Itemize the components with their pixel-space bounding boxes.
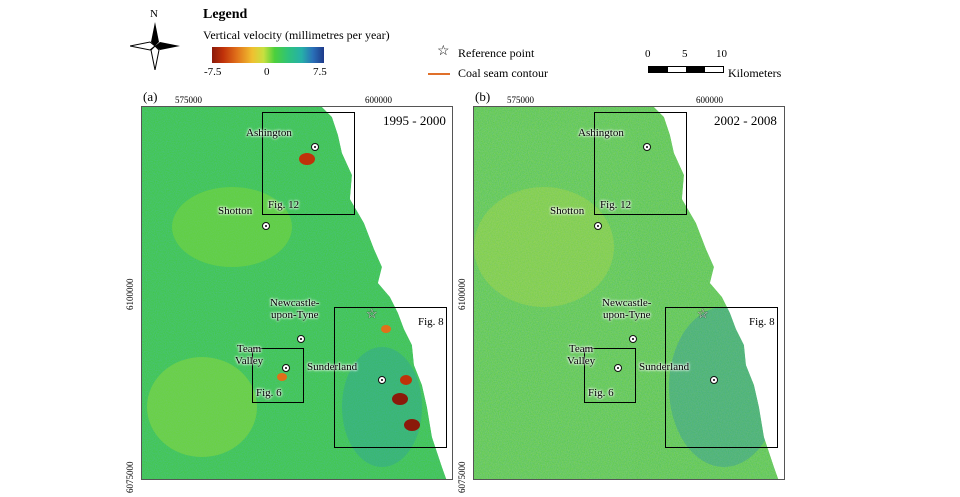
panel-b-fig12: Fig. 12 [600, 199, 632, 211]
panel-b-shotton-marker [594, 222, 602, 230]
panel-b-sunderland-marker [710, 376, 718, 384]
reference-point-label: Reference point [458, 46, 535, 60]
legend-tick-max: 7.5 [313, 66, 327, 78]
north-arrow: N [130, 8, 180, 70]
panel-b-easting-2: 600000 [696, 95, 723, 105]
legend-tick-zero: 0 [264, 66, 270, 78]
panel-a-team-valley-marker [282, 364, 290, 372]
panel-b-ashington-marker [643, 143, 651, 151]
panel-a-shotton-marker [262, 222, 270, 230]
panel-a-fig6: Fig. 6 [256, 387, 282, 399]
panel-b-reference-star-icon: ☆ [697, 306, 709, 321]
coal-seam-label: Coal seam contour [458, 66, 548, 80]
panel-b-sunderland: Sunderland [639, 361, 690, 373]
legend-subtitle: Vertical velocity (millimetres per year) [203, 28, 390, 42]
star-icon: ☆ [437, 44, 450, 59]
panel-b-period: 2002 - 2008 [712, 113, 779, 129]
panel-a-fig12-box [262, 112, 355, 215]
scale-tick-5: 5 [682, 48, 688, 60]
panel-b-team-valley-marker [614, 364, 622, 372]
panel-a-fig12: Fig. 12 [268, 199, 300, 211]
panel-a-easting-2: 600000 [365, 95, 392, 105]
panel-b-raster [474, 107, 784, 479]
panel-a-reference-star-icon: ☆ [366, 306, 378, 321]
panel-a-northing-2: 6075000 [125, 461, 135, 494]
panel-a-sunderland: Sunderland [307, 361, 358, 373]
panel-a-northing-1: 6100000 [125, 278, 135, 311]
panel-b-fig8-box [665, 307, 778, 448]
north-arrow-icon [130, 22, 180, 70]
panel-a-label: (a) [143, 89, 158, 104]
panel-a-ashington-marker [311, 143, 319, 151]
coal-seam-line-icon [428, 73, 450, 75]
panel-b-fig12-box [594, 112, 687, 215]
panel-a-period: 1995 - 2000 [381, 113, 448, 129]
panel-a-ashington: Ashington [246, 127, 292, 139]
scale-tick-0: 0 [645, 48, 651, 60]
panel-b-shotton: Shotton [550, 205, 585, 217]
panel-a-shotton: Shotton [218, 205, 253, 217]
panel-a-newcastle: Newcastle- upon-Tyne [270, 297, 320, 321]
scale-tick-10: 10 [716, 48, 727, 60]
panel-a-easting-1: 575000 [175, 95, 202, 105]
panel-b-ashington: Ashington [578, 127, 624, 139]
scale-bar [648, 66, 724, 73]
panel-b-team-valley: Team Valley [567, 343, 596, 367]
panel-b-label: (b) [475, 89, 491, 104]
panel-b-newcastle: Newcastle- upon-Tyne [602, 297, 652, 321]
scale-unit: Kilometers [728, 66, 782, 80]
panel-b-newcastle-marker [629, 335, 637, 343]
velocity-color-ramp [212, 47, 324, 63]
panel-a-fig6-box [252, 348, 304, 403]
panel-b-northing-2: 6075000 [457, 461, 467, 494]
panel-b-northing-1: 6100000 [457, 278, 467, 311]
legend-title: Legend [203, 7, 248, 22]
north-label: N [150, 8, 158, 20]
panel-a-newcastle-marker [297, 335, 305, 343]
panel-a-fig8: Fig. 8 [418, 316, 444, 328]
panel-b-map [473, 106, 785, 480]
panel-b-fig6-box [584, 348, 636, 403]
legend-tick-min: -7.5 [204, 66, 222, 78]
panel-a-sunderland-marker [378, 376, 386, 384]
panel-a-fig8-box [334, 307, 447, 448]
panel-b-fig6: Fig. 6 [588, 387, 614, 399]
panel-b-fig8: Fig. 8 [749, 316, 775, 328]
panel-a-team-valley: Team Valley [235, 343, 264, 367]
panel-b-easting-1: 575000 [507, 95, 534, 105]
